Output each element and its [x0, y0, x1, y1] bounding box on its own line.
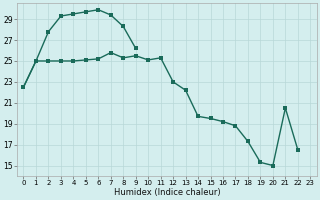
X-axis label: Humidex (Indice chaleur): Humidex (Indice chaleur)	[114, 188, 220, 197]
